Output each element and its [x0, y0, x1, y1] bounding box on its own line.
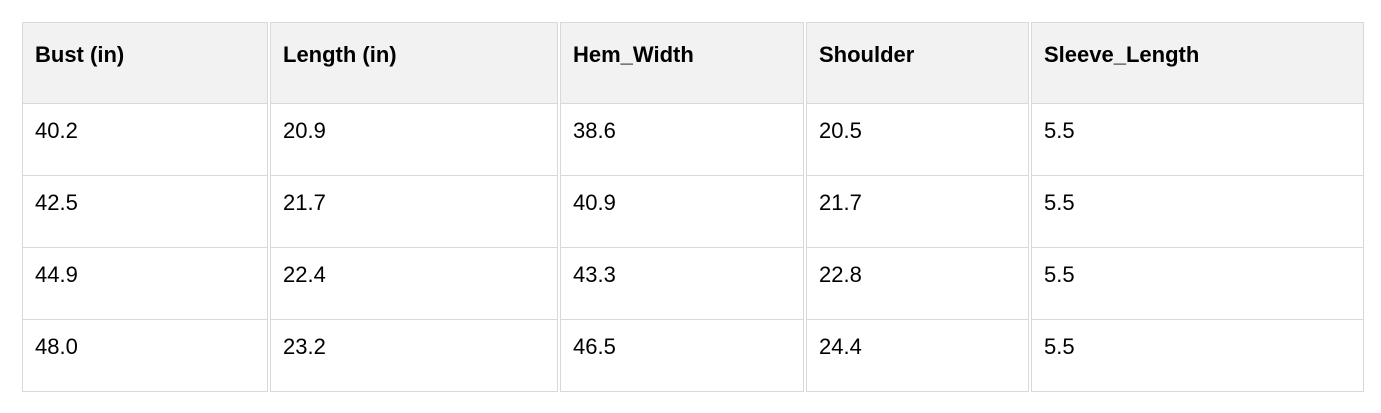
table-cell: 21.7 — [270, 176, 558, 248]
page: Bust (in) Length (in) Hem_Width Shoulder Sle… — [20, 22, 1366, 392]
table-cell: 48.0 — [22, 320, 268, 392]
table-cell: 5.5 — [1031, 248, 1364, 320]
table-cell: 44.9 — [22, 248, 268, 320]
table-cell: 22.8 — [806, 248, 1029, 320]
measurements-table: Bust (in) Length (in) Hem_Width Shoulder Sle… — [20, 22, 1366, 392]
table-cell: 42.5 — [22, 176, 268, 248]
table-row: 48.0 23.2 46.5 24.4 5.5 — [22, 320, 1364, 392]
table-cell: 20.9 — [270, 104, 558, 176]
column-header: Shoulder — [806, 22, 1029, 104]
header-row: Bust (in) Length (in) Hem_Width Shoulder Sle… — [22, 22, 1364, 104]
table-cell: 43.3 — [560, 248, 804, 320]
table-cell: 40.9 — [560, 176, 804, 248]
table-cell: 5.5 — [1031, 320, 1364, 392]
column-header: Hem_Width — [560, 22, 804, 104]
table-cell: 5.5 — [1031, 104, 1364, 176]
table-cell: 20.5 — [806, 104, 1029, 176]
table-cell: 40.2 — [22, 104, 268, 176]
table-cell: 22.4 — [270, 248, 558, 320]
table-body: 40.2 20.9 38.6 20.5 5.5 42.5 21.7 40.9 21.7 5.5 44… — [22, 104, 1364, 392]
table-cell: 5.5 — [1031, 176, 1364, 248]
column-header: Sleeve_Length — [1031, 22, 1364, 104]
table-row: 42.5 21.7 40.9 21.7 5.5 — [22, 176, 1364, 248]
table-head: Bust (in) Length (in) Hem_Width Shoulder Sle… — [22, 22, 1364, 104]
table-row: 40.2 20.9 38.6 20.5 5.5 — [22, 104, 1364, 176]
table-cell: 46.5 — [560, 320, 804, 392]
column-header: Length (in) — [270, 22, 558, 104]
table-cell: 38.6 — [560, 104, 804, 176]
table-cell: 23.2 — [270, 320, 558, 392]
column-header: Bust (in) — [22, 22, 268, 104]
table-cell: 21.7 — [806, 176, 1029, 248]
table-cell: 24.4 — [806, 320, 1029, 392]
table-row: 44.9 22.4 43.3 22.8 5.5 — [22, 248, 1364, 320]
